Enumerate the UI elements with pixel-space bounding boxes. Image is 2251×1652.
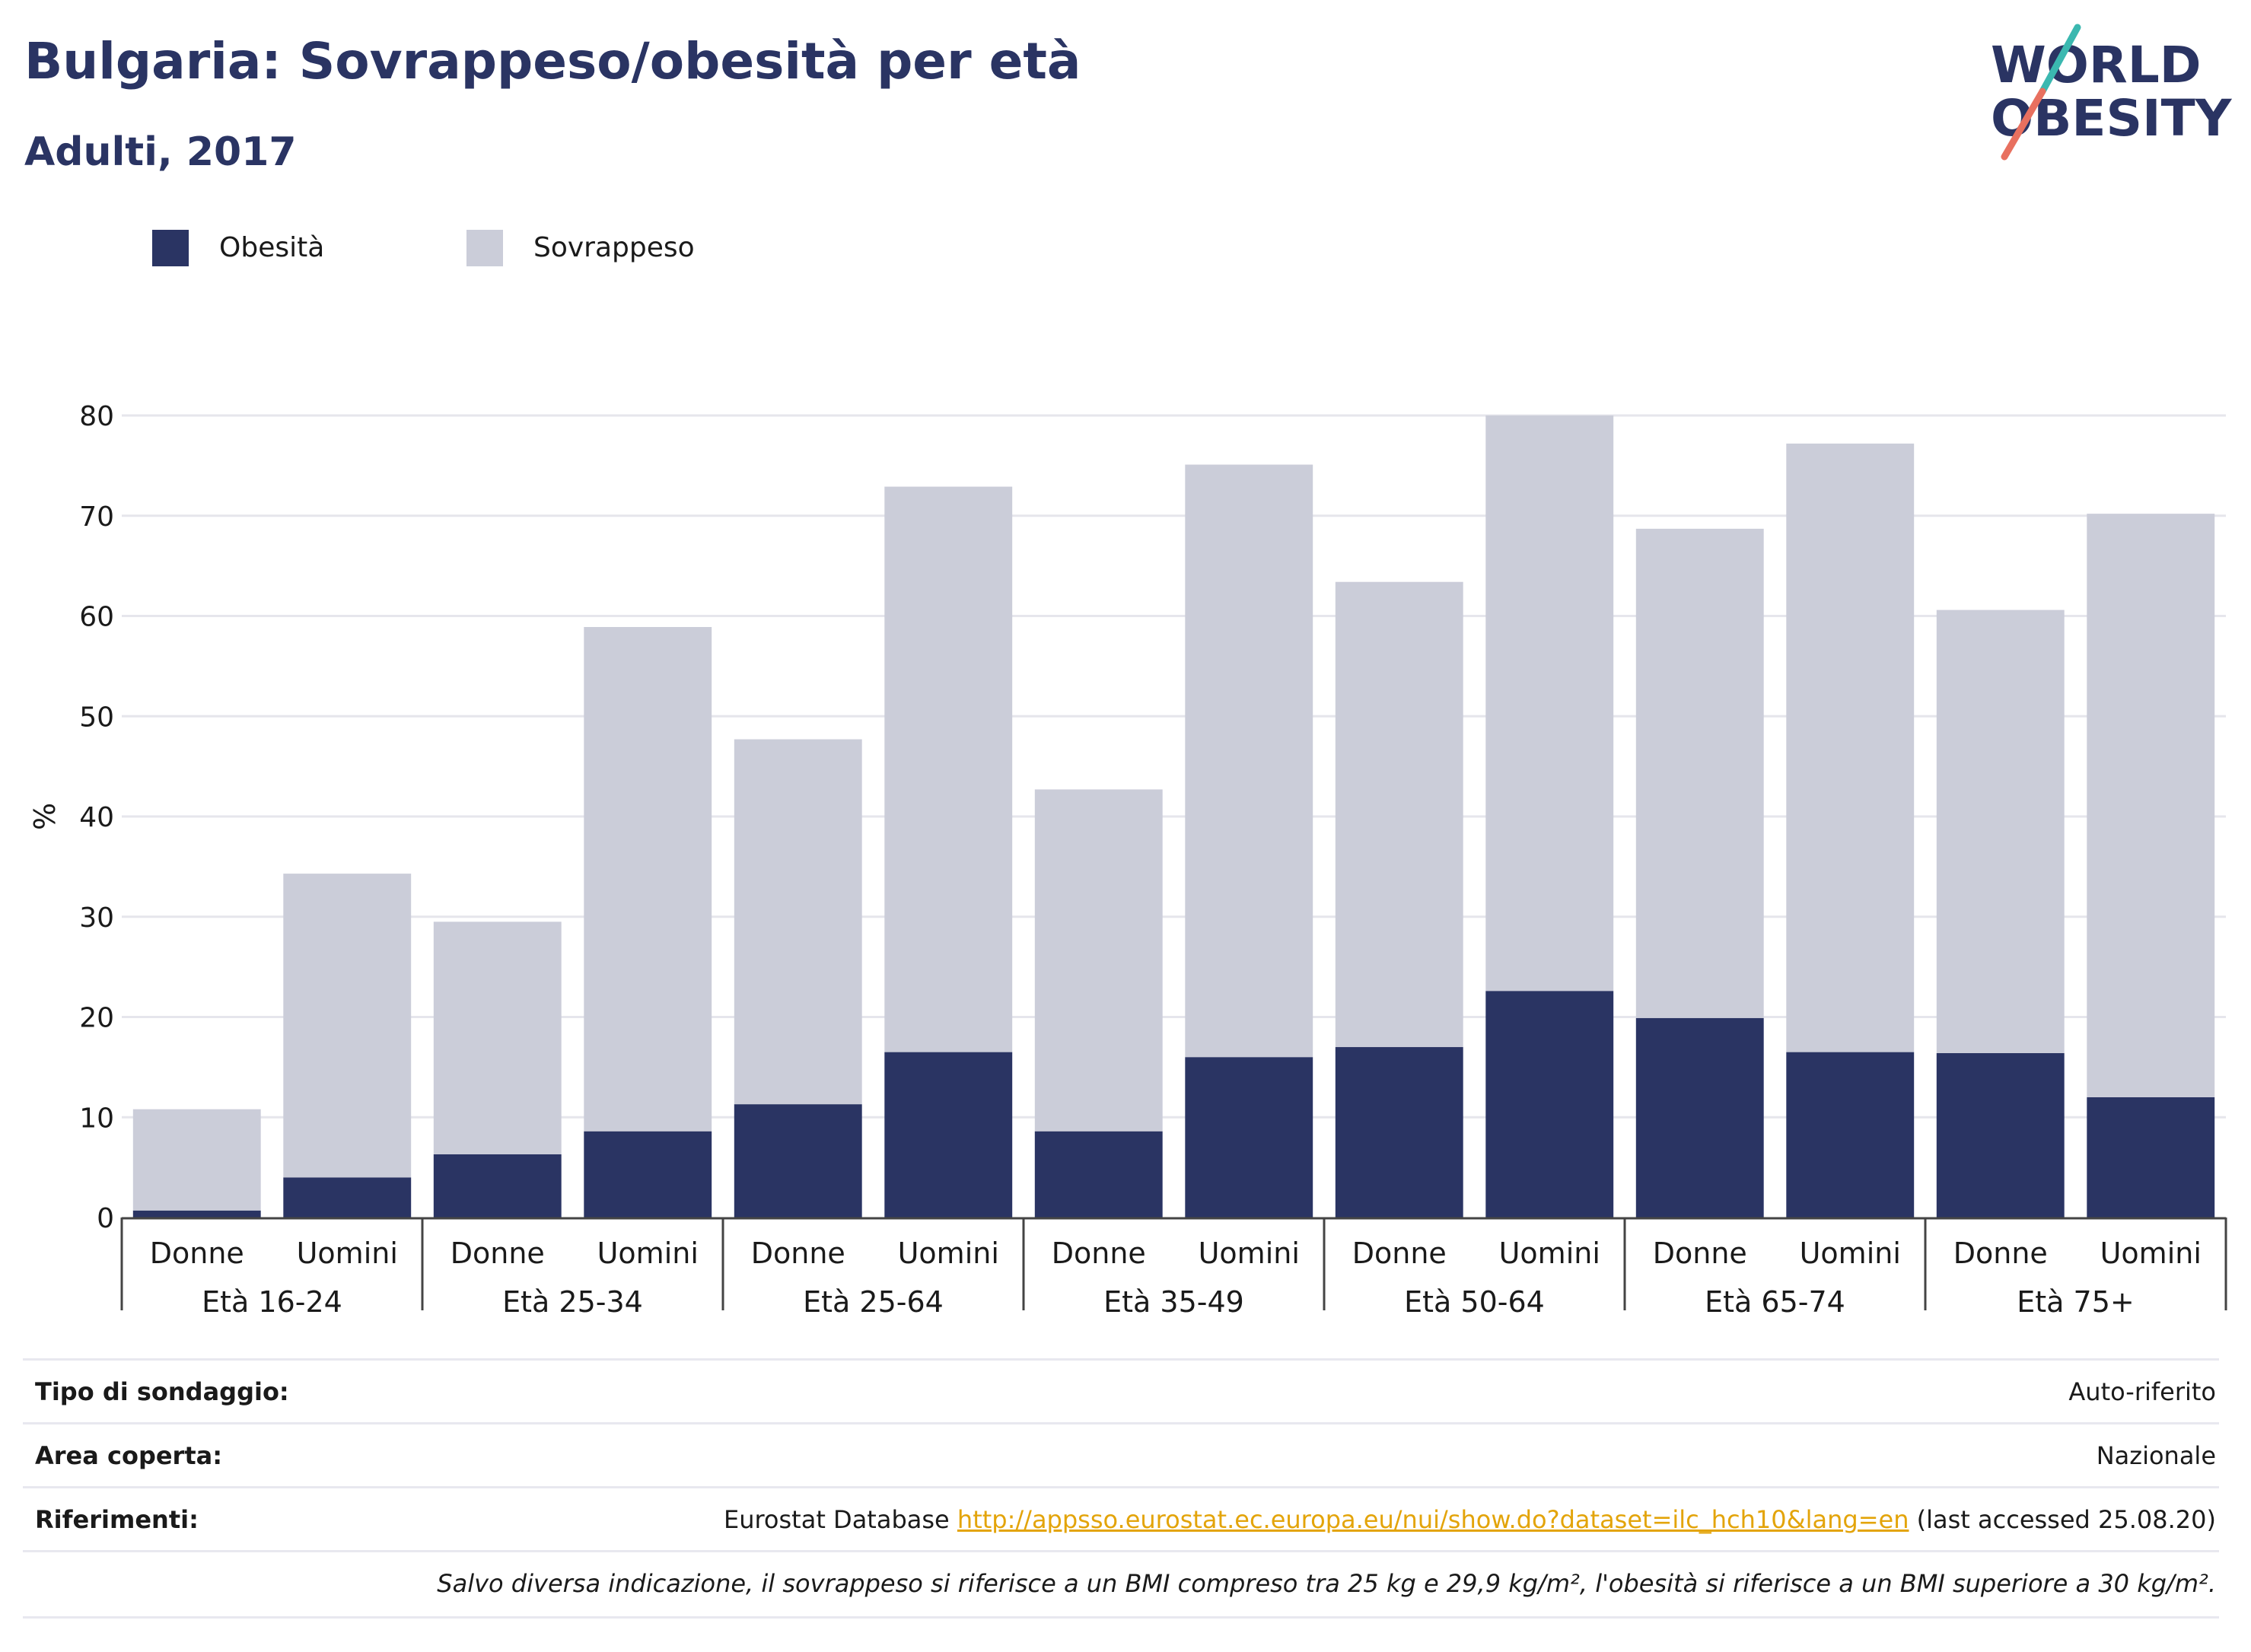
logo-line1: WORLD	[1991, 36, 2202, 94]
bar-sovrappeso	[1786, 443, 1915, 1052]
x-group-label: Età 35-49	[1103, 1285, 1244, 1319]
bar-sovrappeso	[1034, 789, 1163, 1132]
bar-sovrappeso	[132, 1109, 261, 1211]
bar-obesita	[1936, 1052, 2065, 1218]
y-tick-label: 60	[79, 602, 114, 633]
y-tick-label: 40	[79, 802, 114, 833]
x-tick-label-sex: Donne	[451, 1237, 545, 1270]
bar-obesita	[1335, 1047, 1463, 1218]
info-value-survey: Auto-riferito	[2068, 1377, 2216, 1406]
bar-obesita	[132, 1210, 261, 1218]
bar-sovrappeso	[1185, 464, 1313, 1058]
references-link[interactable]: http://appsso.eurostat.ec.europa.eu/nui/…	[957, 1505, 1909, 1534]
bar-obesita	[433, 1154, 562, 1218]
x-tick-label-sex: Uomini	[1499, 1237, 1600, 1270]
y-tick-label: 0	[97, 1203, 114, 1234]
x-tick-label-sex: Uomini	[1800, 1237, 1901, 1270]
legend-swatch-obesita	[152, 230, 189, 266]
info-row-area: Area coperta: Nazionale	[23, 1422, 2219, 1488]
bar-obesita	[734, 1104, 862, 1218]
y-tick-label: 50	[79, 702, 114, 733]
stacked-bar-chart: 0 10 20 30 40 50 60 70 80% Donne Uomini Donne Uomini…	[28, 401, 2227, 1319]
info-note: Salvo diversa indicazione, il sovrappeso…	[437, 1569, 2216, 1598]
x-tick-label-sex: Donne	[1653, 1237, 1747, 1270]
bar-sovrappeso	[283, 874, 412, 1178]
x-tick-label-sex: Uomini	[1199, 1237, 1300, 1270]
y-tick-label: 80	[79, 401, 114, 432]
x-group-label: Età 50-64	[1404, 1285, 1545, 1319]
x-tick-label-sex: Uomini	[2100, 1237, 2202, 1270]
x-group-label: Età 25-34	[502, 1285, 643, 1319]
info-row-references: Riferimenti: Eurostat Database http://ap…	[23, 1486, 2219, 1552]
y-tick-label: 30	[79, 902, 114, 934]
x-tick-label-sex: Donne	[1352, 1237, 1447, 1270]
bar-sovrappeso	[734, 739, 862, 1105]
bar-obesita	[1485, 991, 1614, 1218]
bar-sovrappeso	[1936, 610, 2065, 1053]
info-key-area: Area coperta:	[35, 1441, 223, 1470]
x-tick-label-sex: Donne	[751, 1237, 845, 1270]
logo-accent-red	[2001, 88, 2046, 161]
x-tick-label-sex: Uomini	[297, 1237, 398, 1270]
bar-sovrappeso	[1485, 415, 1614, 992]
logo-line2: OBESITY	[1991, 89, 2233, 148]
references-suffix: (last accessed 25.08.20)	[1909, 1505, 2216, 1534]
legend-label-sovrappeso: Sovrappeso	[533, 232, 695, 263]
y-tick-label: 10	[79, 1103, 114, 1134]
bar-obesita	[1786, 1052, 1915, 1218]
x-group-label: Età 65-74	[1705, 1285, 1845, 1319]
x-tick-label-sex: Donne	[1052, 1237, 1146, 1270]
x-tick-label-sex: Donne	[150, 1237, 244, 1270]
info-row-note: Salvo diversa indicazione, il sovrappeso…	[23, 1550, 2219, 1619]
bar-obesita	[2087, 1097, 2215, 1218]
bar-obesita	[1034, 1131, 1163, 1218]
bar-sovrappeso	[884, 486, 1013, 1052]
bar-sovrappeso	[1635, 528, 1764, 1018]
legend-swatch-sovrappeso	[466, 230, 503, 266]
bar-obesita	[1185, 1057, 1313, 1218]
legend-label-obesita: Obesità	[219, 232, 325, 263]
info-key-references: Riferimenti:	[35, 1505, 199, 1534]
info-key-survey: Tipo di sondaggio:	[35, 1377, 289, 1406]
x-group-label: Età 16-24	[202, 1285, 342, 1319]
bar-sovrappeso	[433, 921, 562, 1154]
x-tick-label-sex: Uomini	[898, 1237, 999, 1270]
y-tick-label: 20	[79, 1003, 114, 1034]
info-value-references: Eurostat Database http://appsso.eurostat…	[724, 1505, 2216, 1534]
world-obesity-logo: WORLD OBESITY	[1991, 24, 2233, 161]
info-value-area: Nazionale	[2096, 1441, 2216, 1470]
chart-subtitle: Adulti, 2017	[24, 129, 297, 175]
bar-obesita	[1635, 1017, 1764, 1218]
y-tick-label: 70	[79, 501, 114, 533]
x-tick-label-sex: Uomini	[597, 1237, 699, 1270]
x-tick-label-sex: Donne	[1953, 1237, 2048, 1270]
bar-obesita	[283, 1177, 412, 1218]
bar-obesita	[884, 1052, 1013, 1218]
references-prefix: Eurostat Database	[723, 1505, 957, 1534]
bar-obesita	[584, 1131, 712, 1218]
x-group-label: Età 25-64	[803, 1285, 944, 1319]
info-row-survey: Tipo di sondaggio: Auto-riferito	[23, 1358, 2219, 1424]
bar-sovrappeso	[1335, 581, 1463, 1048]
chart-title: Bulgaria: Sovrappeso/obesità per età	[24, 32, 1081, 91]
x-group-label: Età 75+	[2017, 1285, 2134, 1319]
logo-accent-teal	[2039, 24, 2081, 95]
bar-sovrappeso	[2087, 514, 2215, 1097]
y-axis-label: %	[28, 803, 62, 830]
bar-sovrappeso	[584, 626, 712, 1132]
